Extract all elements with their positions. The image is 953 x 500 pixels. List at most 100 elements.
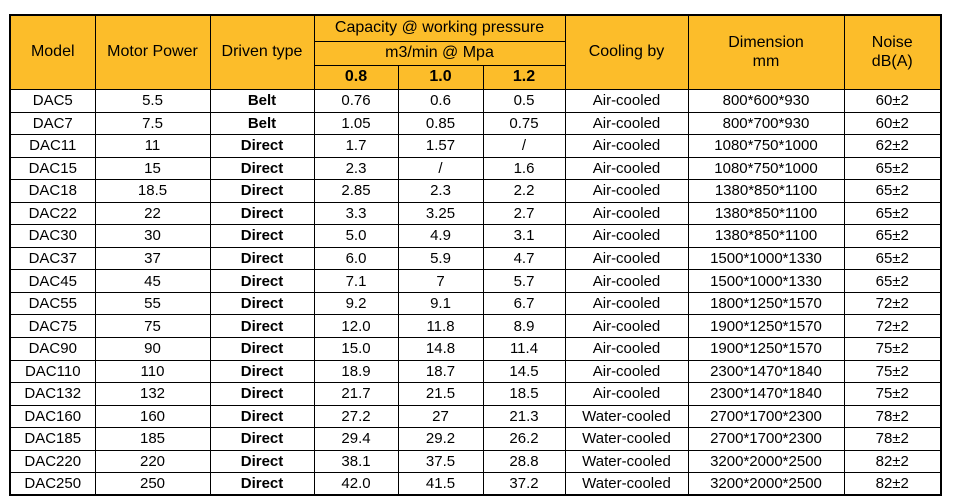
cell-cooling-by: Air-cooled xyxy=(564,246,689,271)
cell-model: DAC132 xyxy=(9,382,96,406)
column-header-cooling-by: Cooling by xyxy=(564,14,689,90)
cell-cooling-by: Air-cooled xyxy=(564,89,689,113)
table-row: DAC5 5.5 Belt 0.76 0.6 0.5 Air-cooled 80… xyxy=(9,89,942,113)
cell-noise: 60±2 xyxy=(843,111,942,136)
column-header-noise: Noise dB(A) xyxy=(843,14,942,90)
cell-model: DAC37 xyxy=(9,246,96,271)
cell-capacity-0.8: 2.85 xyxy=(313,179,399,203)
column-header-capacity-group: Capacity @ working pressure xyxy=(313,14,566,42)
table-row: DAC15 15 Direct 2.3 / 1.6 Air-cooled 108… xyxy=(9,156,942,181)
cell-cooling-by: Water-cooled xyxy=(564,449,689,474)
cell-dimension: 1900*1250*1570 xyxy=(687,337,845,361)
table-row: DAC7 7.5 Belt 1.05 0.85 0.75 Air-cooled … xyxy=(9,111,942,136)
cell-capacity-1.2: 28.8 xyxy=(482,449,566,474)
cell-model: DAC7 xyxy=(9,111,96,136)
cell-driven-type: Direct xyxy=(209,224,315,248)
cell-dimension: 1380*850*1100 xyxy=(687,224,845,248)
cell-noise: 62±2 xyxy=(843,134,942,158)
column-header-driven-type: Driven type xyxy=(209,14,315,90)
cell-cooling-by: Air-cooled xyxy=(564,337,689,361)
cell-motor-power: 7.5 xyxy=(94,111,211,136)
table-row: DAC250 250 Direct 42.0 41.5 37.2 Water-c… xyxy=(9,472,942,496)
cell-cooling-by: Air-cooled xyxy=(564,111,689,136)
cell-capacity-1.2: 18.5 xyxy=(482,382,566,406)
cell-motor-power: 110 xyxy=(94,359,211,384)
cell-motor-power: 160 xyxy=(94,404,211,429)
noise-label-line2: dB(A) xyxy=(871,52,913,70)
cell-capacity-1.0: 5.9 xyxy=(397,246,484,271)
cell-capacity-0.8: 3.3 xyxy=(313,201,399,226)
cell-capacity-1.0: 11.8 xyxy=(397,314,484,339)
cell-motor-power: 55 xyxy=(94,291,211,316)
cell-motor-power: 11 xyxy=(94,134,211,158)
cell-capacity-0.8: 1.7 xyxy=(313,134,399,158)
cell-motor-power: 37 xyxy=(94,246,211,271)
cell-driven-type: Direct xyxy=(209,359,315,384)
cell-cooling-by: Air-cooled xyxy=(564,382,689,406)
table-row: DAC11 11 Direct 1.7 1.57 / Air-cooled 10… xyxy=(9,134,942,158)
cell-cooling-by: Water-cooled xyxy=(564,427,689,451)
cell-capacity-0.8: 38.1 xyxy=(313,449,399,474)
cell-noise: 75±2 xyxy=(843,359,942,384)
cell-capacity-1.2: 2.2 xyxy=(482,179,566,203)
cell-noise: 65±2 xyxy=(843,269,942,293)
cell-noise: 78±2 xyxy=(843,404,942,429)
cell-capacity-1.0: 3.25 xyxy=(397,201,484,226)
cell-capacity-1.0: 41.5 xyxy=(397,472,484,496)
column-header-pressure-1.2: 1.2 xyxy=(482,65,566,90)
cell-capacity-1.0: 7 xyxy=(397,269,484,293)
cell-model: DAC110 xyxy=(9,359,96,384)
cell-motor-power: 30 xyxy=(94,224,211,248)
cell-driven-type: Belt xyxy=(209,89,315,113)
cell-capacity-1.2: 1.6 xyxy=(482,156,566,181)
cell-noise: 65±2 xyxy=(843,156,942,181)
cell-capacity-1.0: 37.5 xyxy=(397,449,484,474)
cell-noise: 72±2 xyxy=(843,314,942,339)
cell-capacity-0.8: 12.0 xyxy=(313,314,399,339)
cell-motor-power: 18.5 xyxy=(94,179,211,203)
cell-dimension: 2300*1470*1840 xyxy=(687,382,845,406)
table-row: DAC110 110 Direct 18.9 18.7 14.5 Air-coo… xyxy=(9,359,942,384)
cell-cooling-by: Air-cooled xyxy=(564,269,689,293)
table-row: DAC90 90 Direct 15.0 14.8 11.4 Air-coole… xyxy=(9,337,942,361)
cell-driven-type: Belt xyxy=(209,111,315,136)
cell-model: DAC11 xyxy=(9,134,96,158)
cell-driven-type: Direct xyxy=(209,427,315,451)
table-row: DAC132 132 Direct 21.7 21.5 18.5 Air-coo… xyxy=(9,382,942,406)
cell-capacity-1.2: 26.2 xyxy=(482,427,566,451)
cell-capacity-1.2: 21.3 xyxy=(482,404,566,429)
cell-dimension: 2700*1700*2300 xyxy=(687,427,845,451)
cell-capacity-1.0: 18.7 xyxy=(397,359,484,384)
cell-cooling-by: Water-cooled xyxy=(564,472,689,496)
cell-motor-power: 90 xyxy=(94,337,211,361)
cell-capacity-0.8: 0.76 xyxy=(313,89,399,113)
cell-dimension: 2700*1700*2300 xyxy=(687,404,845,429)
cell-model: DAC18 xyxy=(9,179,96,203)
cell-capacity-0.8: 5.0 xyxy=(313,224,399,248)
column-header-pressure-0.8: 0.8 xyxy=(313,65,399,90)
cell-dimension: 3200*2000*2500 xyxy=(687,449,845,474)
cell-dimension: 1380*850*1100 xyxy=(687,201,845,226)
cell-model: DAC250 xyxy=(9,472,96,496)
cell-capacity-1.0: 9.1 xyxy=(397,291,484,316)
cell-driven-type: Direct xyxy=(209,404,315,429)
cell-driven-type: Direct xyxy=(209,201,315,226)
cell-motor-power: 5.5 xyxy=(94,89,211,113)
cell-dimension: 2300*1470*1840 xyxy=(687,359,845,384)
cell-capacity-1.2: 3.1 xyxy=(482,224,566,248)
column-header-motor-power: Motor Power xyxy=(94,14,211,90)
column-header-capacity-unit: m3/min @ Mpa xyxy=(313,41,566,66)
cell-cooling-by: Air-cooled xyxy=(564,224,689,248)
cell-driven-type: Direct xyxy=(209,246,315,271)
cell-dimension: 1800*1250*1570 xyxy=(687,291,845,316)
cell-dimension: 3200*2000*2500 xyxy=(687,472,845,496)
table-row: DAC160 160 Direct 27.2 27 21.3 Water-coo… xyxy=(9,404,942,429)
cell-model: DAC22 xyxy=(9,201,96,226)
cell-motor-power: 45 xyxy=(94,269,211,293)
cell-capacity-1.2: 11.4 xyxy=(482,337,566,361)
cell-model: DAC185 xyxy=(9,427,96,451)
cell-capacity-0.8: 9.2 xyxy=(313,291,399,316)
cell-capacity-1.2: 14.5 xyxy=(482,359,566,384)
cell-capacity-1.0: 0.85 xyxy=(397,111,484,136)
cell-noise: 65±2 xyxy=(843,224,942,248)
